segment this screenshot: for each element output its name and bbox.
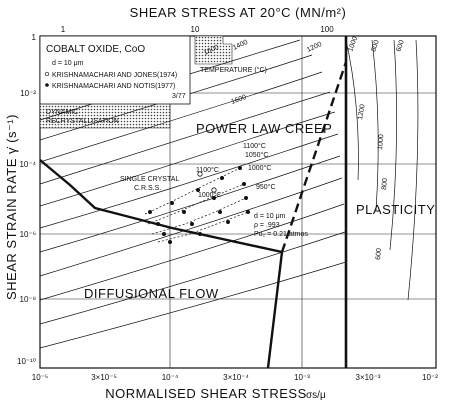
temp-1100: 1100°C — [243, 142, 266, 150]
top-tick-10: 10 — [191, 25, 200, 34]
power-law-creep-label: POWER LAW CREEP — [196, 121, 332, 136]
left-axis-title: SHEAR STRAIN RATE γ̇ (s⁻¹) — [4, 114, 19, 300]
bottom-tick-3e-5: 3×10⁻⁵ — [91, 373, 117, 382]
temp-1050: 1050°C — [245, 151, 268, 159]
plasticity-label: PLASTICITY — [356, 202, 435, 217]
contour-label-1400: 1400 — [232, 39, 249, 52]
cond-density: ρ = .993 — [254, 222, 280, 229]
temperature-label: TEMPERATURE (°C) — [200, 66, 267, 74]
bottom-tick-1e-5: 10⁻⁵ — [32, 373, 48, 382]
left-tick-1e-10: 10⁻¹⁰ — [17, 357, 36, 366]
contour-label-800: 800 — [370, 39, 381, 52]
crss-label: C.R.S.S. — [134, 185, 161, 192]
cond-pressure: Po₂ = 0.21 atmos — [254, 231, 308, 238]
legend-box — [39, 35, 191, 105]
left-tick-1: 1 — [32, 33, 37, 42]
contour-label-800b: 800 — [381, 178, 389, 190]
cond-grain: d = 10 μm — [254, 213, 286, 220]
left-tick-1e-4: 10⁻⁴ — [19, 160, 36, 169]
bottom-axis-variable: σs/μ — [306, 390, 326, 401]
contour-label-1000b: 1000 — [377, 134, 385, 150]
recrystallisation-label: RECRYSTALLISATION — [46, 118, 119, 125]
contour-label-1600b: 1600 — [230, 94, 247, 106]
left-tick-1e-2: 10⁻² — [20, 89, 36, 98]
contour-label-1200: 1200 — [306, 41, 323, 54]
grain-size: d = 10 μm — [52, 60, 84, 67]
plot-frame — [39, 35, 437, 369]
bottom-tick-1e-3: 10⁻³ — [294, 373, 310, 382]
top-axis-title: SHEAR STRESS AT 20°C (MN/m²) — [130, 5, 347, 20]
temp-1000: 1000°C — [248, 164, 271, 172]
dynamic-label: DYNAMIC — [46, 109, 78, 116]
diffusional-flow-label: DIFFUSIONAL FLOW — [84, 286, 219, 301]
temp-1000-open: 1000°C — [198, 191, 221, 199]
material-title: COBALT OXIDE, CoO — [46, 44, 145, 55]
legend-code: 3/77 — [172, 93, 186, 100]
left-tick-1e-6: 10⁻⁶ — [20, 230, 36, 239]
open-data-points — [197, 171, 217, 193]
temperature-contours — [39, 39, 419, 349]
boundary-diffusional — [39, 159, 283, 254]
left-tick-1e-8: 10⁻⁸ — [20, 295, 37, 304]
top-tick-1: 1 — [61, 25, 66, 34]
data-points — [148, 166, 250, 244]
legend-jones: KRISHNAMACHARI AND JONES(1974) — [52, 72, 177, 79]
bottom-axis-title: NORMALISED SHEAR STRESS — [105, 386, 307, 401]
bottom-tick-1e-4: 10⁻⁴ — [162, 373, 179, 382]
temperature-hatch — [194, 35, 233, 65]
boundary-dashed — [280, 61, 348, 253]
legend-open-marker — [44, 71, 50, 77]
contour-label-1200b: 1200 — [357, 104, 367, 121]
temp-1100-open: 1100°C — [196, 166, 219, 174]
single-crystal-label: SINGLE CRYSTAL — [120, 176, 179, 183]
data-trend-lines — [144, 167, 249, 243]
bottom-tick-3e-3: 3×10⁻³ — [356, 373, 381, 382]
boundary-lower — [266, 251, 284, 369]
temp-950: 950°C — [256, 183, 276, 191]
bottom-tick-3e-4: 3×10⁻⁴ — [223, 373, 249, 382]
legend-filled-marker — [45, 83, 49, 87]
top-tick-100: 100 — [320, 25, 334, 34]
contour-label-1000: 1000 — [347, 36, 359, 53]
contour-label-600: 600 — [395, 39, 406, 52]
bottom-tick-1e-2: 10⁻² — [422, 373, 438, 382]
contour-label-600b: 600 — [375, 248, 383, 260]
legend-notis: KRISHNAMACHARI AND NOTIS(1977) — [52, 83, 175, 90]
